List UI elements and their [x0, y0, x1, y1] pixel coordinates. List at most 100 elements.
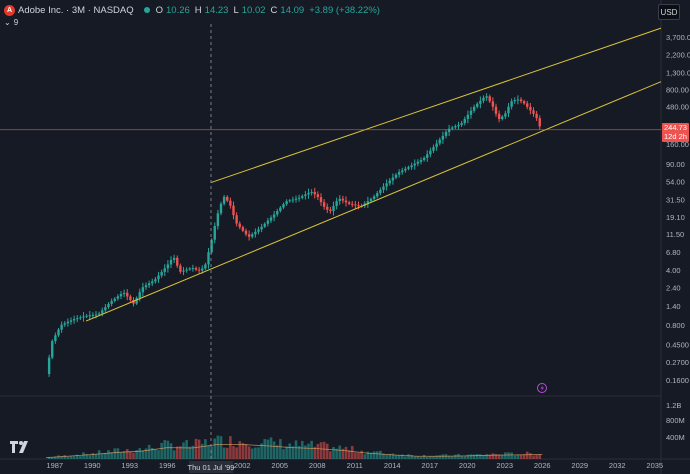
volume-bar — [179, 446, 182, 459]
volume-bar — [382, 453, 385, 459]
candle-body — [107, 303, 110, 308]
volume-bar — [119, 452, 123, 459]
price-tick-label: 31.50 — [666, 196, 685, 205]
candle-body — [54, 335, 57, 342]
candle-body — [435, 143, 438, 148]
volume-bar — [216, 435, 220, 459]
symbol-title[interactable]: Adobe Inc. · 3M · NASDAQ — [18, 4, 134, 16]
volume-bar — [529, 453, 532, 459]
candle-body — [416, 161, 420, 164]
volume-bar — [507, 452, 510, 459]
currency-button[interactable]: USD — [658, 4, 680, 20]
price-tick-label: 11.50 — [666, 230, 684, 239]
candle-body — [532, 110, 535, 114]
candle-body — [326, 206, 329, 210]
price-tick-label: 0.1600 — [666, 376, 689, 385]
candle-body — [438, 139, 441, 144]
candle-body — [160, 271, 163, 276]
volume-tick-label: 400M — [666, 433, 685, 442]
candle-body — [329, 209, 332, 211]
volume-bar — [354, 452, 357, 459]
high-value: 14.23 — [204, 4, 229, 16]
candle-body — [451, 127, 454, 129]
candle-body — [232, 205, 235, 216]
candle-body — [379, 189, 382, 194]
candle-body — [179, 265, 182, 272]
volume-bar — [88, 454, 92, 459]
candle-body — [529, 106, 532, 111]
volume-bar — [60, 456, 63, 459]
adobe-logo-icon: A — [4, 4, 15, 16]
candle-body — [272, 214, 276, 218]
volume-bar — [163, 440, 167, 459]
candle-body — [376, 193, 379, 197]
volume-bar — [194, 438, 198, 459]
volume-bar — [241, 443, 245, 459]
candle-body — [213, 226, 216, 240]
candle-body — [447, 128, 451, 133]
candle-body — [135, 297, 138, 304]
open-label: O — [155, 4, 164, 16]
candle-body — [391, 177, 395, 181]
volume-tick-label: 800M — [666, 416, 685, 425]
time-tick-label: 1990 — [84, 461, 101, 470]
volume-bar — [144, 448, 148, 459]
volume-bar — [347, 450, 351, 459]
volume-bar — [344, 446, 348, 459]
volume-bar — [154, 449, 157, 459]
price-tick-label: 480.00 — [666, 103, 689, 112]
volume-bar — [204, 439, 207, 459]
candle-body — [166, 264, 170, 269]
candle-body — [238, 223, 241, 228]
volume-bar — [66, 456, 70, 459]
tradingview-logo-icon[interactable] — [9, 440, 31, 454]
candle-body — [469, 110, 473, 115]
volume-bar — [457, 453, 460, 459]
time-tick-label: 2008 — [309, 461, 326, 470]
volume-bar — [369, 452, 373, 459]
volume-bar — [404, 456, 407, 459]
candle-body — [263, 223, 266, 227]
candle-body — [485, 96, 488, 98]
volume-bar — [97, 450, 101, 459]
volume-bar — [300, 440, 304, 459]
volume-bar — [166, 440, 170, 459]
market-status-icon — [143, 7, 150, 13]
candle-body — [229, 200, 232, 206]
volume-bar — [360, 450, 363, 459]
volume-bar — [429, 456, 432, 459]
last-price-value: 244.73 — [664, 123, 687, 132]
candle-body — [304, 194, 307, 197]
volume-bar — [254, 447, 257, 459]
volume-bar — [397, 455, 401, 459]
volume-bar — [85, 454, 88, 459]
candle-body — [347, 202, 351, 204]
volume-tick-label: 1.2B — [666, 401, 681, 410]
candle-body — [510, 101, 513, 107]
candle-body — [538, 118, 541, 127]
price-tick-label: 54.00 — [666, 177, 685, 186]
volume-bar — [50, 457, 54, 459]
price-tick-label: 160.00 — [666, 140, 689, 149]
price-tick-label: 90.00 — [666, 160, 685, 169]
candle-body — [260, 226, 263, 230]
volume-bar — [341, 448, 345, 459]
price-tick-label: 1.40 — [666, 302, 681, 311]
price-tick-label: 800.00 — [666, 85, 689, 94]
time-tick-label: 2017 — [421, 461, 438, 470]
candle-body — [76, 318, 79, 320]
price-tick-label: 19.10 — [666, 213, 685, 222]
volume-bar — [135, 450, 138, 459]
flash-icon — [537, 383, 547, 393]
volume-bar — [516, 454, 520, 459]
volume-bar — [510, 452, 513, 459]
candle-body — [63, 323, 66, 325]
candle-body — [141, 287, 145, 293]
volume-bar — [454, 454, 457, 459]
indicators-toggle[interactable]: ⌄ 9 — [4, 17, 18, 28]
volume-bar — [313, 446, 317, 459]
volume-bar — [475, 454, 479, 459]
candle-body — [466, 114, 470, 119]
volume-bar — [172, 450, 176, 459]
